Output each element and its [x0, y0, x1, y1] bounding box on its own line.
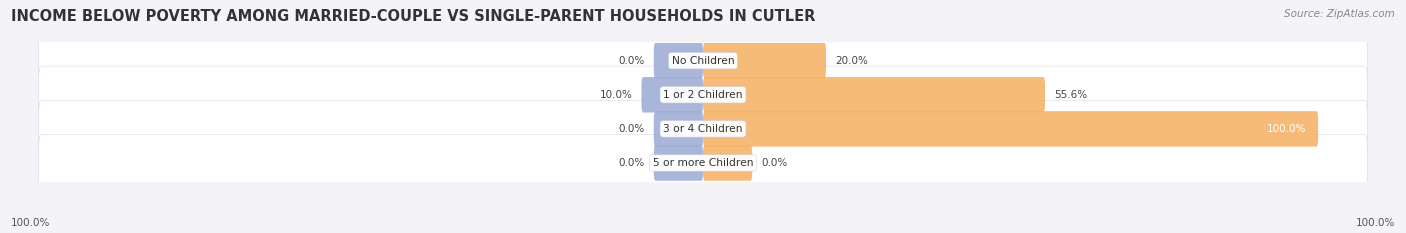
- FancyBboxPatch shape: [38, 32, 1367, 89]
- Text: 0.0%: 0.0%: [762, 158, 787, 168]
- FancyBboxPatch shape: [703, 111, 1319, 147]
- FancyBboxPatch shape: [641, 77, 703, 113]
- FancyBboxPatch shape: [38, 134, 1367, 192]
- Text: 10.0%: 10.0%: [599, 90, 633, 100]
- FancyBboxPatch shape: [654, 145, 703, 181]
- Text: 3 or 4 Children: 3 or 4 Children: [664, 124, 742, 134]
- Text: 100.0%: 100.0%: [1267, 124, 1306, 134]
- Text: 20.0%: 20.0%: [835, 56, 868, 66]
- FancyBboxPatch shape: [703, 43, 827, 79]
- FancyBboxPatch shape: [654, 111, 703, 147]
- Text: 0.0%: 0.0%: [619, 158, 644, 168]
- Text: 0.0%: 0.0%: [619, 124, 644, 134]
- FancyBboxPatch shape: [38, 66, 1367, 123]
- Text: INCOME BELOW POVERTY AMONG MARRIED-COUPLE VS SINGLE-PARENT HOUSEHOLDS IN CUTLER: INCOME BELOW POVERTY AMONG MARRIED-COUPL…: [11, 9, 815, 24]
- FancyBboxPatch shape: [654, 43, 703, 79]
- FancyBboxPatch shape: [703, 145, 752, 181]
- Text: 100.0%: 100.0%: [1355, 218, 1395, 228]
- Text: 1 or 2 Children: 1 or 2 Children: [664, 90, 742, 100]
- Text: No Children: No Children: [672, 56, 734, 66]
- Text: 5 or more Children: 5 or more Children: [652, 158, 754, 168]
- FancyBboxPatch shape: [38, 100, 1367, 158]
- Text: 100.0%: 100.0%: [11, 218, 51, 228]
- Text: 55.6%: 55.6%: [1054, 90, 1087, 100]
- Text: 0.0%: 0.0%: [619, 56, 644, 66]
- FancyBboxPatch shape: [703, 77, 1045, 113]
- Text: Source: ZipAtlas.com: Source: ZipAtlas.com: [1284, 9, 1395, 19]
